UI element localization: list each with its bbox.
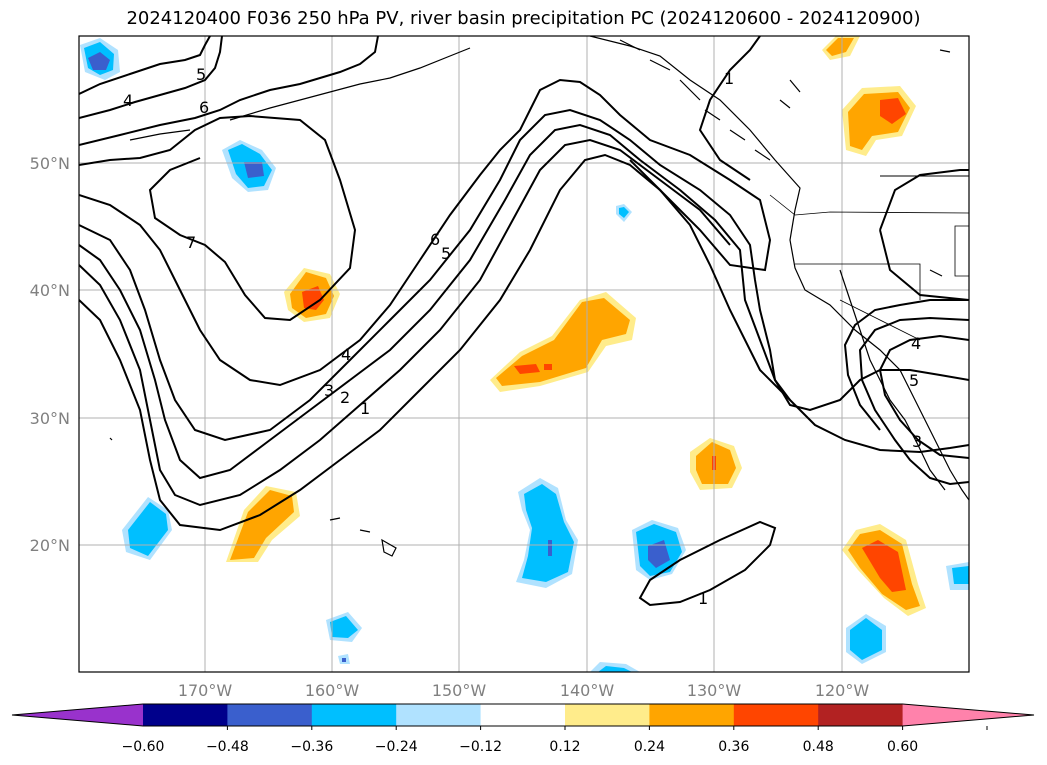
contour-label: 4 [341, 345, 351, 364]
colorbar-outline [11, 703, 1035, 727]
lon-label: 130°W [687, 681, 742, 700]
negative-anomaly-7 [590, 204, 969, 672]
colorbar-ticks: −0.60 −0.48 −0.36 −0.24 −0.12 0.12 0.24 … [122, 739, 919, 755]
colorbar-bin [143, 704, 228, 726]
contour-label: 1 [724, 69, 734, 88]
positive-anomaly-6 [822, 36, 916, 156]
negative-anomaly-4 [632, 520, 686, 580]
colorbar-tick-label: 0.24 [634, 739, 665, 755]
contour-label: 3 [324, 381, 334, 400]
lon-label: 120°W [815, 681, 870, 700]
contour-label: 6 [199, 98, 209, 117]
longitude-labels: 170°W 160°W 150°W 140°W 130°W 120°W [178, 681, 870, 700]
coastlines [109, 36, 969, 557]
colorbar-tick-label: 0.36 [718, 739, 749, 755]
contour-label: 7 [186, 233, 196, 252]
lat-label: 30°N [30, 409, 70, 428]
lon-label: 140°W [560, 681, 615, 700]
pv-contours [79, 36, 969, 607]
colorbar-tick-label: 0.60 [887, 739, 918, 755]
contour-label: 1 [698, 589, 708, 608]
precipitation-shading [80, 36, 969, 672]
colorbar-bin [733, 704, 819, 726]
positive-anomaly-3 [490, 292, 636, 392]
colorbar-bin [649, 704, 735, 726]
negative-anomaly-3 [516, 478, 578, 588]
colorbar-tick-label: 0.12 [549, 739, 580, 755]
negative-anomaly-2 [122, 497, 172, 560]
contour-labels: 5 4 6 7 6 5 4 3 2 1 1 1 4 5 3 [123, 65, 922, 608]
map-title: 2024120400 F036 250 hPa PV, river basin … [126, 8, 921, 29]
contour-label: 5 [909, 371, 919, 390]
colorbar-bin [396, 704, 482, 726]
colorbar-tick-label: −0.48 [206, 739, 249, 755]
colorbar-bin [227, 704, 313, 726]
contour-label: 2 [340, 388, 350, 407]
latitude-labels: 50°N 40°N 30°N 20°N [30, 154, 70, 555]
contour-label: 5 [196, 65, 206, 84]
colorbar-extend-max [902, 704, 1034, 726]
colorbar-bin [311, 704, 397, 726]
colorbar-tick-label: −0.12 [459, 739, 502, 755]
contour-label: 4 [123, 91, 133, 110]
colorbar-extend-min [12, 704, 143, 726]
contour-label: 5 [441, 244, 451, 263]
negative-anomaly-5 [326, 612, 362, 664]
positive-anomaly-2 [226, 486, 300, 562]
lat-label: 50°N [30, 154, 70, 173]
contour-label: 3 [912, 432, 922, 451]
contour-label: 4 [911, 334, 921, 353]
colorbar-bin [480, 704, 566, 726]
colorbar-tick-label: 0.48 [803, 739, 834, 755]
colorbar-bin [818, 704, 904, 726]
negative-anomaly-6 [846, 614, 886, 664]
lat-label: 20°N [30, 536, 70, 555]
lon-label: 150°W [432, 681, 487, 700]
contour-label: 1 [360, 399, 370, 418]
graticule [79, 36, 969, 672]
lon-label: 160°W [305, 681, 360, 700]
negative-anomaly-1 [222, 140, 276, 192]
colorbar-segments [11, 703, 1035, 730]
positive-anomaly-5 [842, 524, 926, 616]
colorbar-bin [565, 704, 650, 726]
negative-anomaly-nw [80, 38, 120, 80]
colorbar-tick-label: −0.24 [375, 739, 418, 755]
lat-label: 40°N [30, 281, 70, 300]
contour-label: 6 [430, 230, 440, 249]
positive-anomaly-4 [690, 438, 742, 490]
colorbar-tick-label: −0.36 [290, 739, 333, 755]
colorbar-tick-label: −0.60 [122, 739, 165, 755]
lon-label: 170°W [178, 681, 233, 700]
map-frame [78, 35, 970, 673]
positive-anomaly-1 [284, 268, 340, 322]
colorbar: −0.60 −0.48 −0.36 −0.24 −0.12 0.12 0.24 … [11, 703, 1035, 755]
